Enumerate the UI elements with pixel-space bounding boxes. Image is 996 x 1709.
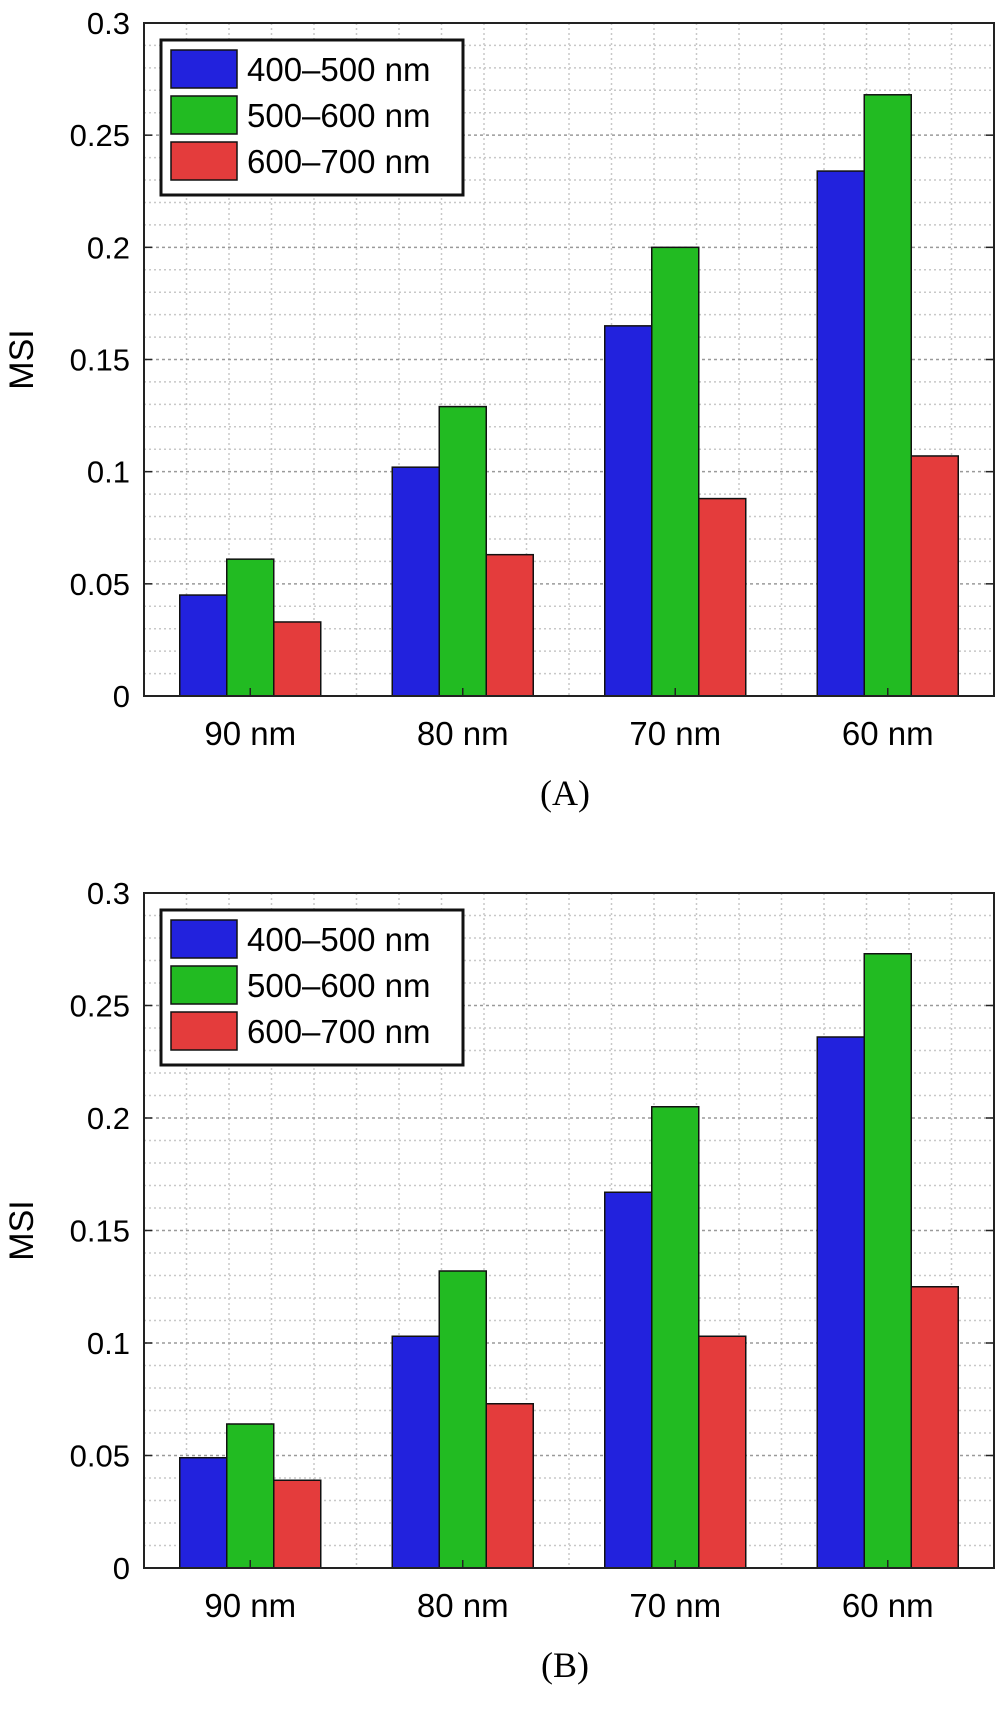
series-1 [179, 1036, 865, 1569]
legend-swatch [170, 1011, 238, 1051]
bar [391, 1335, 440, 1569]
bar [698, 1335, 747, 1569]
bar [651, 1106, 700, 1569]
legend-swatch [170, 95, 238, 135]
y-tick-label: 0.05 [70, 1439, 130, 1474]
y-tick-label: 0.25 [70, 989, 130, 1024]
series-3 [273, 455, 959, 697]
y-tick-label: 0.15 [70, 343, 130, 378]
legend-label: 500–600 nm [247, 967, 430, 1004]
y-tick-label: 0.05 [70, 567, 130, 602]
legend: 400–500 nm 500–600 nm 600–700 nm [159, 908, 465, 1067]
y-tick-label: 0.2 [87, 1101, 130, 1136]
legend-label: 600–700 nm [247, 143, 430, 180]
bar [438, 405, 487, 697]
y-tick-label: 0.3 [87, 876, 130, 911]
legend-label: 600–700 nm [247, 1013, 430, 1050]
chart-panel-b: 0 0.05 0.1 0.15 0.2 0.25 0.3 90 nm 80 nm 70 nm 60 … [3, 876, 995, 1685]
y-tick-label: 0.1 [87, 1326, 130, 1361]
series-2 [226, 953, 912, 1569]
y-axis-label: MSI [3, 1200, 41, 1260]
legend-label: 400–500 nm [247, 921, 430, 958]
bar [651, 246, 700, 697]
x-tick-label: 60 nm [842, 1587, 934, 1624]
series-3 [273, 1286, 959, 1569]
y-tick-label: 0.3 [87, 6, 130, 41]
bar [226, 1423, 275, 1569]
bar [816, 1036, 865, 1569]
bar [863, 94, 912, 697]
bar [273, 621, 322, 697]
x-tick-label: 60 nm [842, 715, 934, 752]
bar [698, 497, 747, 697]
legend-swatch [170, 919, 238, 959]
bar [604, 1191, 653, 1569]
y-tick-label: 0.1 [87, 455, 130, 490]
bar [485, 553, 534, 697]
bar [910, 1286, 959, 1569]
panel-caption: (B) [541, 1645, 589, 1685]
bar [604, 325, 653, 697]
y-axis-label: MSI [3, 329, 41, 389]
chart-panel-a: 0 0.05 0.1 0.15 0.2 0.25 0.3 90 nm 80 nm 70 nm 60 … [3, 6, 995, 813]
x-tick-label: 70 nm [629, 1587, 721, 1624]
y-tick-label: 0.25 [70, 118, 130, 153]
legend: 400–500 nm 500–600 nm 600–700 nm [159, 38, 465, 197]
legend-swatch [170, 141, 238, 181]
bar [273, 1479, 322, 1569]
legend-label: 400–500 nm [247, 51, 430, 88]
legend-label: 500–600 nm [247, 97, 430, 134]
bar [910, 455, 959, 697]
legend-swatch [170, 49, 238, 89]
legend-swatch [170, 965, 238, 1005]
y-tick-label: 0 [113, 679, 130, 714]
y-tick-label: 0 [113, 1551, 130, 1586]
bar [226, 558, 275, 697]
x-tick-label: 80 nm [417, 1587, 509, 1624]
bar [863, 953, 912, 1569]
bar [485, 1403, 534, 1569]
panel-caption: (A) [540, 773, 590, 813]
series-2 [226, 94, 912, 697]
bar [438, 1270, 487, 1569]
bar [179, 594, 228, 697]
x-tick-label: 90 nm [204, 715, 296, 752]
bar [816, 170, 865, 697]
x-tick-label: 70 nm [629, 715, 721, 752]
y-tick-label: 0.15 [70, 1214, 130, 1249]
x-tick-label: 80 nm [417, 715, 509, 752]
bar [391, 466, 440, 697]
y-tick-label: 0.2 [87, 230, 130, 265]
bar [179, 1457, 228, 1569]
x-tick-label: 90 nm [204, 1587, 296, 1624]
